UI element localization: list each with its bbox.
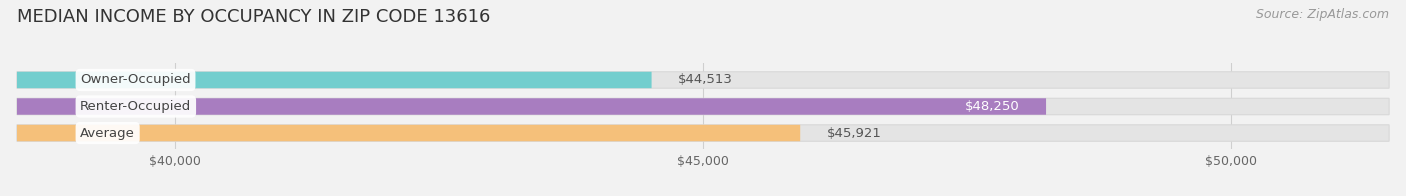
Text: $48,250: $48,250: [965, 100, 1019, 113]
FancyBboxPatch shape: [17, 125, 1389, 141]
Text: MEDIAN INCOME BY OCCUPANCY IN ZIP CODE 13616: MEDIAN INCOME BY OCCUPANCY IN ZIP CODE 1…: [17, 8, 491, 26]
Text: Average: Average: [80, 127, 135, 140]
Text: Source: ZipAtlas.com: Source: ZipAtlas.com: [1256, 8, 1389, 21]
Text: $44,513: $44,513: [678, 74, 733, 86]
Text: Owner-Occupied: Owner-Occupied: [80, 74, 191, 86]
Text: $45,921: $45,921: [827, 127, 882, 140]
Text: Renter-Occupied: Renter-Occupied: [80, 100, 191, 113]
FancyBboxPatch shape: [17, 98, 1389, 115]
FancyBboxPatch shape: [17, 72, 651, 88]
FancyBboxPatch shape: [17, 98, 1046, 115]
FancyBboxPatch shape: [17, 72, 1389, 88]
FancyBboxPatch shape: [17, 125, 800, 141]
